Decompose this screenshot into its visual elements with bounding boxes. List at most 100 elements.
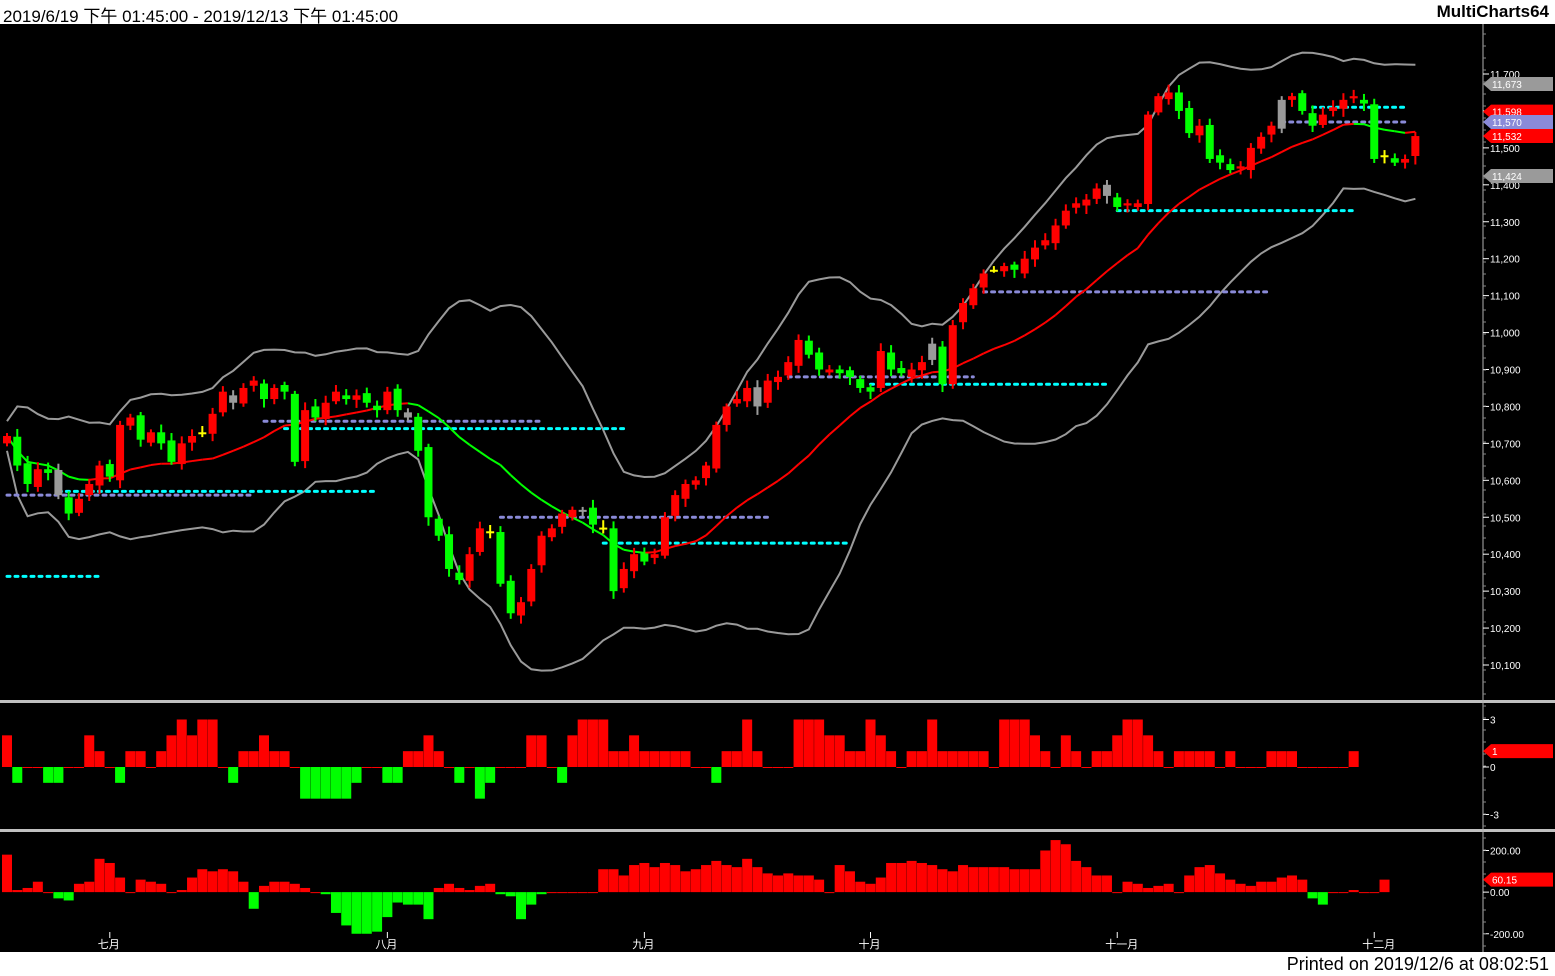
momentum-bar bbox=[2, 735, 12, 767]
momentum-bar bbox=[217, 767, 228, 768]
momentum-bar bbox=[187, 735, 198, 767]
oscillator-bar bbox=[1050, 840, 1061, 893]
oscillator-bar bbox=[824, 892, 835, 894]
moving-average-segment bbox=[346, 411, 357, 416]
momentum-bar bbox=[248, 751, 259, 767]
moving-average-segment bbox=[767, 480, 779, 489]
oscillator-bar bbox=[1112, 892, 1123, 894]
oscillator-bar bbox=[731, 867, 742, 893]
candle-body bbox=[774, 376, 782, 383]
momentum-panel[interactable] bbox=[2, 719, 1359, 799]
candle-body bbox=[496, 532, 505, 584]
momentum-bar bbox=[978, 751, 989, 767]
momentum-bar bbox=[433, 751, 444, 767]
moving-average-segment bbox=[1096, 270, 1108, 281]
month-label: 十二月 bbox=[1362, 937, 1395, 951]
momentum-bar bbox=[1019, 719, 1030, 767]
momentum-bar bbox=[999, 719, 1010, 767]
date-range-label: 2019/6/19 下午 01:45:00 - 2019/12/13 下午 01… bbox=[3, 7, 399, 26]
moving-average-segment bbox=[921, 371, 933, 377]
oscillator-bar bbox=[1317, 892, 1328, 905]
moving-average-segment bbox=[1106, 262, 1118, 273]
oscillator-bar bbox=[361, 892, 372, 934]
candle-body bbox=[157, 432, 166, 444]
momentum-bar bbox=[1030, 735, 1040, 767]
candle-body bbox=[249, 380, 258, 386]
candle-body bbox=[568, 509, 577, 518]
candle-body bbox=[1123, 203, 1132, 206]
price-flag-label: 11,598 bbox=[1492, 108, 1522, 119]
momentum-bar bbox=[1163, 767, 1174, 768]
candle-body bbox=[876, 351, 885, 388]
oscillator-bar bbox=[814, 879, 825, 893]
moving-average-segment bbox=[356, 409, 367, 414]
candle-body bbox=[753, 387, 762, 407]
momentum-bar bbox=[1317, 767, 1328, 768]
candle-body bbox=[475, 528, 484, 552]
candle-body bbox=[1113, 197, 1122, 207]
oscillator-bar bbox=[12, 890, 23, 893]
momentum-bar bbox=[526, 735, 537, 767]
oscillator-bar bbox=[351, 892, 362, 934]
price-panel[interactable] bbox=[3, 51, 1420, 672]
oscillator-bar bbox=[516, 892, 526, 920]
printed-timestamp: Printed on 2019/12/6 at 08:02:51 bbox=[1286, 954, 1549, 974]
moving-average-segment bbox=[335, 413, 347, 418]
oscillator-bar bbox=[865, 883, 876, 893]
moving-average-segment bbox=[1075, 288, 1087, 298]
oscillator-bar bbox=[1358, 892, 1369, 894]
momentum-bar bbox=[1153, 751, 1164, 767]
divider-2[interactable] bbox=[0, 829, 1555, 832]
divider-1[interactable] bbox=[0, 700, 1555, 703]
oscillator-bar bbox=[125, 892, 136, 894]
momentum-bar bbox=[968, 751, 979, 767]
chart-area[interactable]: 11,70011,60011,50011,40011,30011,20011,1… bbox=[0, 24, 1555, 952]
moving-average-segment bbox=[1394, 130, 1406, 134]
candle-body bbox=[208, 413, 217, 434]
candle-body bbox=[1020, 258, 1029, 274]
price-tick-label: 10,600 bbox=[1490, 476, 1521, 487]
oscillator-bar bbox=[73, 883, 84, 893]
moving-average-segment bbox=[1219, 173, 1231, 180]
candle-body bbox=[866, 387, 875, 392]
candle-body bbox=[1102, 184, 1111, 196]
moving-average-segment bbox=[1178, 195, 1190, 205]
moving-average-segment bbox=[47, 464, 59, 472]
candle-body bbox=[434, 518, 443, 536]
momentum-bar bbox=[762, 767, 773, 768]
candle-body bbox=[301, 410, 310, 462]
momentum-tick-label: -3 bbox=[1490, 811, 1499, 822]
oscillator-bar bbox=[947, 871, 958, 893]
candle-body bbox=[1298, 93, 1307, 111]
momentum-bar bbox=[721, 751, 732, 767]
oscillator-bar bbox=[639, 862, 650, 893]
momentum-flag bbox=[1483, 744, 1553, 759]
oscillator-bar bbox=[927, 865, 938, 893]
candle-body bbox=[1144, 114, 1153, 205]
oscillator-bar bbox=[382, 892, 393, 918]
momentum-bar bbox=[207, 719, 218, 767]
candle-body bbox=[1185, 107, 1194, 134]
candle-body bbox=[445, 534, 454, 569]
oscillator-bar bbox=[875, 877, 886, 893]
candle-body bbox=[959, 303, 968, 323]
momentum-bar bbox=[649, 751, 660, 767]
axes: 11,70011,60011,50011,40011,30011,20011,1… bbox=[98, 33, 1553, 951]
candle-body bbox=[465, 554, 474, 581]
momentum-bar bbox=[228, 767, 239, 783]
candle-body bbox=[1267, 125, 1276, 135]
moving-average-segment bbox=[890, 382, 902, 390]
momentum-bar bbox=[916, 751, 927, 767]
oscillator-bar bbox=[259, 885, 269, 893]
momentum-bar bbox=[608, 751, 619, 767]
candle-body bbox=[979, 273, 988, 288]
oscillator-panel[interactable] bbox=[2, 840, 1390, 934]
oscillator-bar bbox=[1204, 865, 1215, 893]
candle-body bbox=[352, 395, 361, 400]
bollinger-bands bbox=[6, 51, 1416, 672]
oscillator-bar bbox=[1266, 881, 1277, 893]
oscillator-bar bbox=[495, 892, 506, 895]
momentum-bar bbox=[104, 767, 115, 768]
momentum-bar bbox=[690, 767, 701, 768]
candle-body bbox=[763, 380, 772, 403]
